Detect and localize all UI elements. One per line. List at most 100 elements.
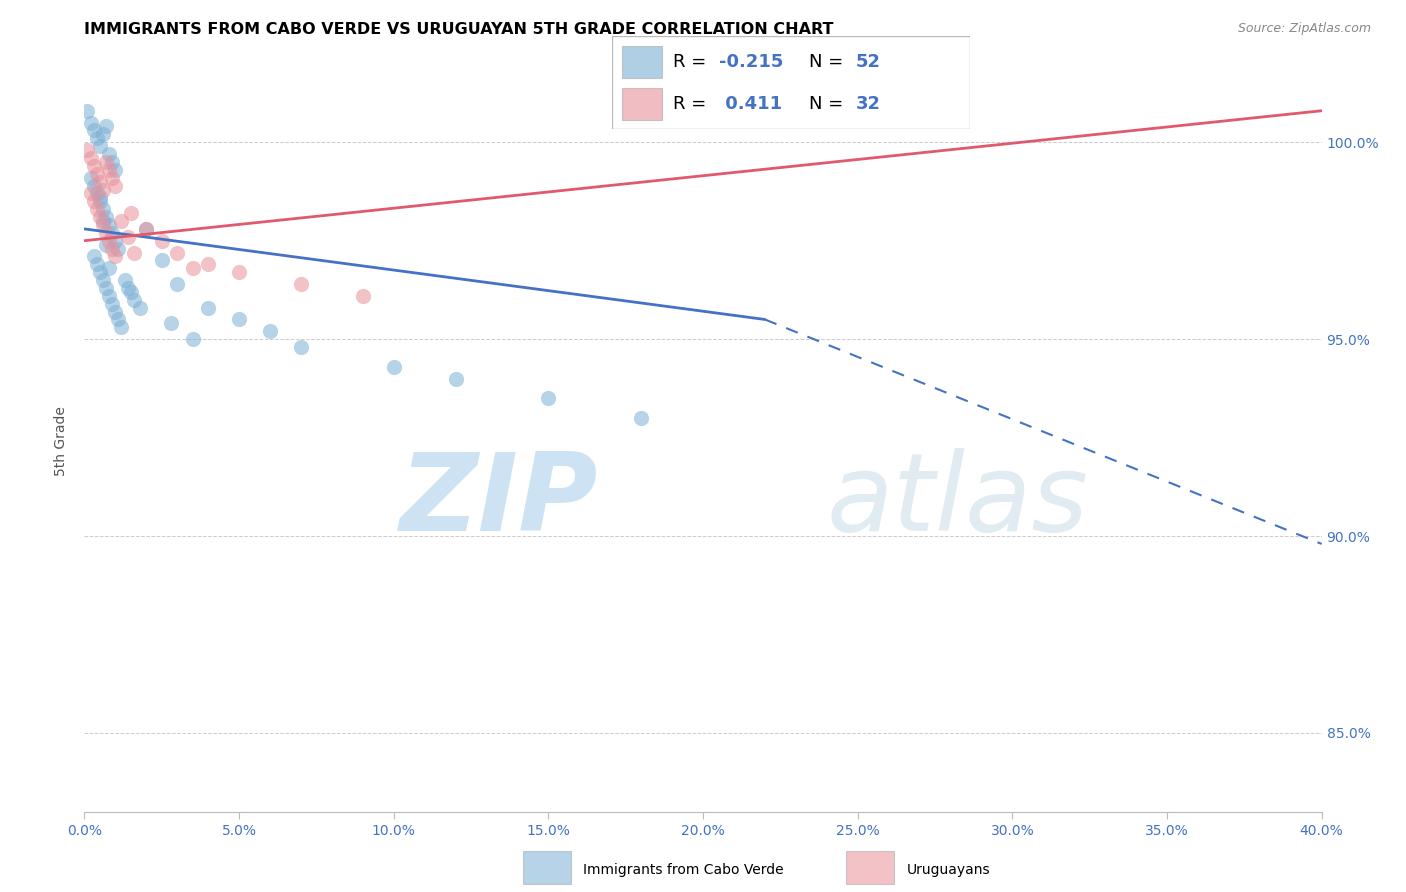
Point xyxy=(537,391,560,405)
Point xyxy=(94,120,117,134)
Point xyxy=(104,234,127,248)
Point xyxy=(98,218,121,232)
Point xyxy=(83,178,105,193)
Point xyxy=(91,218,114,232)
Point xyxy=(98,261,121,276)
Point xyxy=(228,312,250,326)
Point xyxy=(89,190,111,204)
Text: Uruguayans: Uruguayans xyxy=(907,863,990,877)
Point xyxy=(86,167,108,181)
Point xyxy=(91,202,114,217)
Point xyxy=(86,202,108,217)
Point xyxy=(382,359,405,374)
Point xyxy=(101,242,124,256)
Text: Immigrants from Cabo Verde: Immigrants from Cabo Verde xyxy=(583,863,785,877)
Point xyxy=(83,123,105,137)
Text: ZIP: ZIP xyxy=(399,448,598,554)
Point xyxy=(86,131,108,145)
Text: R =: R = xyxy=(672,95,711,113)
FancyBboxPatch shape xyxy=(623,46,662,78)
Point xyxy=(120,206,142,220)
Point xyxy=(181,261,204,276)
Point xyxy=(83,194,105,209)
Point xyxy=(122,245,145,260)
Point xyxy=(91,128,114,142)
Point xyxy=(79,115,101,129)
Point xyxy=(846,103,869,118)
Point xyxy=(166,245,188,260)
Point xyxy=(197,257,219,271)
Point xyxy=(104,162,127,177)
Point xyxy=(76,103,98,118)
Point xyxy=(79,170,101,185)
Point xyxy=(89,210,111,224)
Point xyxy=(94,210,117,224)
FancyBboxPatch shape xyxy=(612,36,970,129)
Text: Source: ZipAtlas.com: Source: ZipAtlas.com xyxy=(1237,22,1371,36)
FancyBboxPatch shape xyxy=(623,88,662,120)
Point xyxy=(94,226,117,240)
Point xyxy=(104,249,127,263)
Point xyxy=(181,332,204,346)
Point xyxy=(89,265,111,279)
Point xyxy=(166,277,188,291)
Point xyxy=(89,194,111,209)
Point xyxy=(107,312,129,326)
Text: 52: 52 xyxy=(855,53,880,70)
FancyBboxPatch shape xyxy=(523,851,571,883)
Y-axis label: 5th Grade: 5th Grade xyxy=(55,407,69,476)
Text: IMMIGRANTS FROM CABO VERDE VS URUGUAYAN 5TH GRADE CORRELATION CHART: IMMIGRANTS FROM CABO VERDE VS URUGUAYAN … xyxy=(84,22,834,37)
Point xyxy=(135,222,157,236)
Point xyxy=(197,301,219,315)
Point xyxy=(76,143,98,157)
Point xyxy=(98,147,121,161)
Text: R =: R = xyxy=(672,53,711,70)
Point xyxy=(120,285,142,299)
Point xyxy=(91,182,114,196)
Point xyxy=(79,151,101,165)
Point xyxy=(110,320,132,334)
Point xyxy=(94,155,117,169)
Point xyxy=(91,273,114,287)
Point xyxy=(89,139,111,153)
Point xyxy=(444,371,467,385)
Point xyxy=(94,237,117,252)
Point xyxy=(101,170,124,185)
Point xyxy=(290,277,312,291)
Point xyxy=(352,289,374,303)
Text: 0.411: 0.411 xyxy=(720,95,782,113)
Point xyxy=(83,159,105,173)
Point xyxy=(98,289,121,303)
Point xyxy=(94,281,117,295)
Point xyxy=(83,249,105,263)
Point xyxy=(150,253,173,268)
Point xyxy=(117,281,139,295)
Point xyxy=(101,296,124,310)
Point xyxy=(135,222,157,236)
Point xyxy=(110,214,132,228)
FancyBboxPatch shape xyxy=(846,851,894,883)
Point xyxy=(122,293,145,307)
Point xyxy=(117,229,139,244)
Point xyxy=(107,242,129,256)
Point xyxy=(101,155,124,169)
Point xyxy=(86,186,108,201)
Text: 32: 32 xyxy=(855,95,880,113)
Text: atlas: atlas xyxy=(827,449,1088,553)
Point xyxy=(86,257,108,271)
Point xyxy=(129,301,152,315)
Text: N =: N = xyxy=(808,53,849,70)
Point xyxy=(150,234,173,248)
Point xyxy=(290,340,312,354)
Point xyxy=(630,411,652,425)
Point xyxy=(104,304,127,318)
Point xyxy=(104,178,127,193)
Point xyxy=(91,214,114,228)
Point xyxy=(259,324,281,338)
Point xyxy=(101,226,124,240)
Point xyxy=(98,234,121,248)
Text: N =: N = xyxy=(808,95,849,113)
Text: -0.215: -0.215 xyxy=(720,53,783,70)
Point xyxy=(79,186,101,201)
Point xyxy=(89,175,111,189)
